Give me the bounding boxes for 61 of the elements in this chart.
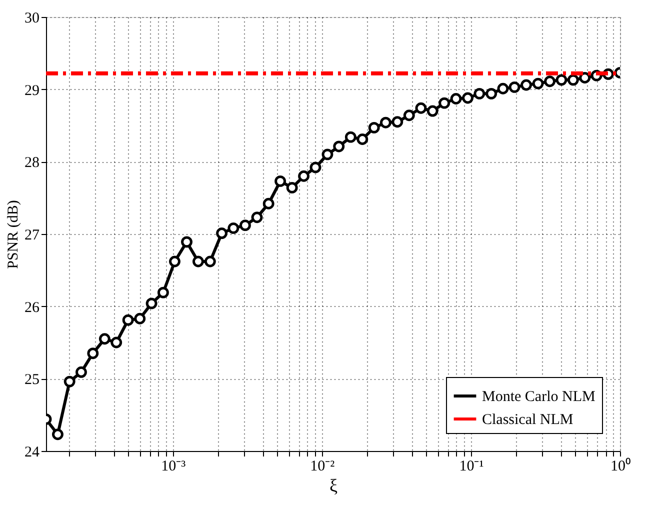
x-tick-label: 10⁻² xyxy=(310,458,336,474)
y-tick-label: 27 xyxy=(24,228,40,244)
x-tick-label: 10⁻¹ xyxy=(459,458,484,474)
point xyxy=(76,366,87,378)
point xyxy=(240,220,251,232)
point xyxy=(556,74,568,86)
point xyxy=(392,116,404,128)
point xyxy=(286,182,298,194)
point xyxy=(134,312,146,324)
point xyxy=(274,175,286,187)
point xyxy=(403,110,415,122)
point xyxy=(380,116,392,128)
point xyxy=(474,88,486,100)
legend-label: Monte Carlo NLM xyxy=(482,389,596,405)
point xyxy=(567,74,579,86)
point xyxy=(298,170,310,182)
x-tick-label: 10⁻³ xyxy=(161,458,186,474)
point xyxy=(146,298,158,310)
point xyxy=(344,131,356,143)
x-tick-label: 10⁰ xyxy=(610,458,630,474)
point xyxy=(462,92,474,104)
y-tick-label: 30 xyxy=(24,10,40,26)
point xyxy=(169,256,180,268)
point xyxy=(216,228,228,239)
point xyxy=(262,198,274,210)
y-tick-label: 25 xyxy=(24,372,40,388)
point xyxy=(192,256,204,268)
y-tick-label: 26 xyxy=(24,300,40,316)
y-tick-label: 28 xyxy=(24,155,40,172)
point xyxy=(486,88,498,100)
point xyxy=(228,222,240,234)
y-axis-title: PSNR (dB) xyxy=(6,200,22,269)
point xyxy=(426,105,438,117)
point xyxy=(532,78,544,90)
point xyxy=(322,148,334,160)
point xyxy=(52,428,64,440)
y-tick-label: 24 xyxy=(24,444,40,460)
point xyxy=(438,97,450,109)
point xyxy=(497,82,509,94)
point xyxy=(181,236,192,248)
point xyxy=(544,76,556,88)
x-axis-title: ξ xyxy=(329,476,338,496)
point xyxy=(368,122,380,134)
point xyxy=(122,314,134,326)
point xyxy=(415,102,427,114)
point xyxy=(520,79,532,91)
point xyxy=(333,140,345,152)
point xyxy=(98,333,110,345)
point xyxy=(356,134,368,145)
y-tick-label: 29 xyxy=(24,82,40,99)
point xyxy=(450,93,462,104)
legend-label: Classical NLM xyxy=(482,412,574,428)
point xyxy=(157,286,169,298)
point xyxy=(579,72,591,84)
point xyxy=(87,348,99,360)
point xyxy=(64,376,76,388)
point xyxy=(251,212,263,224)
point xyxy=(310,162,322,174)
point xyxy=(110,336,122,348)
point xyxy=(508,81,520,93)
point xyxy=(204,256,216,268)
